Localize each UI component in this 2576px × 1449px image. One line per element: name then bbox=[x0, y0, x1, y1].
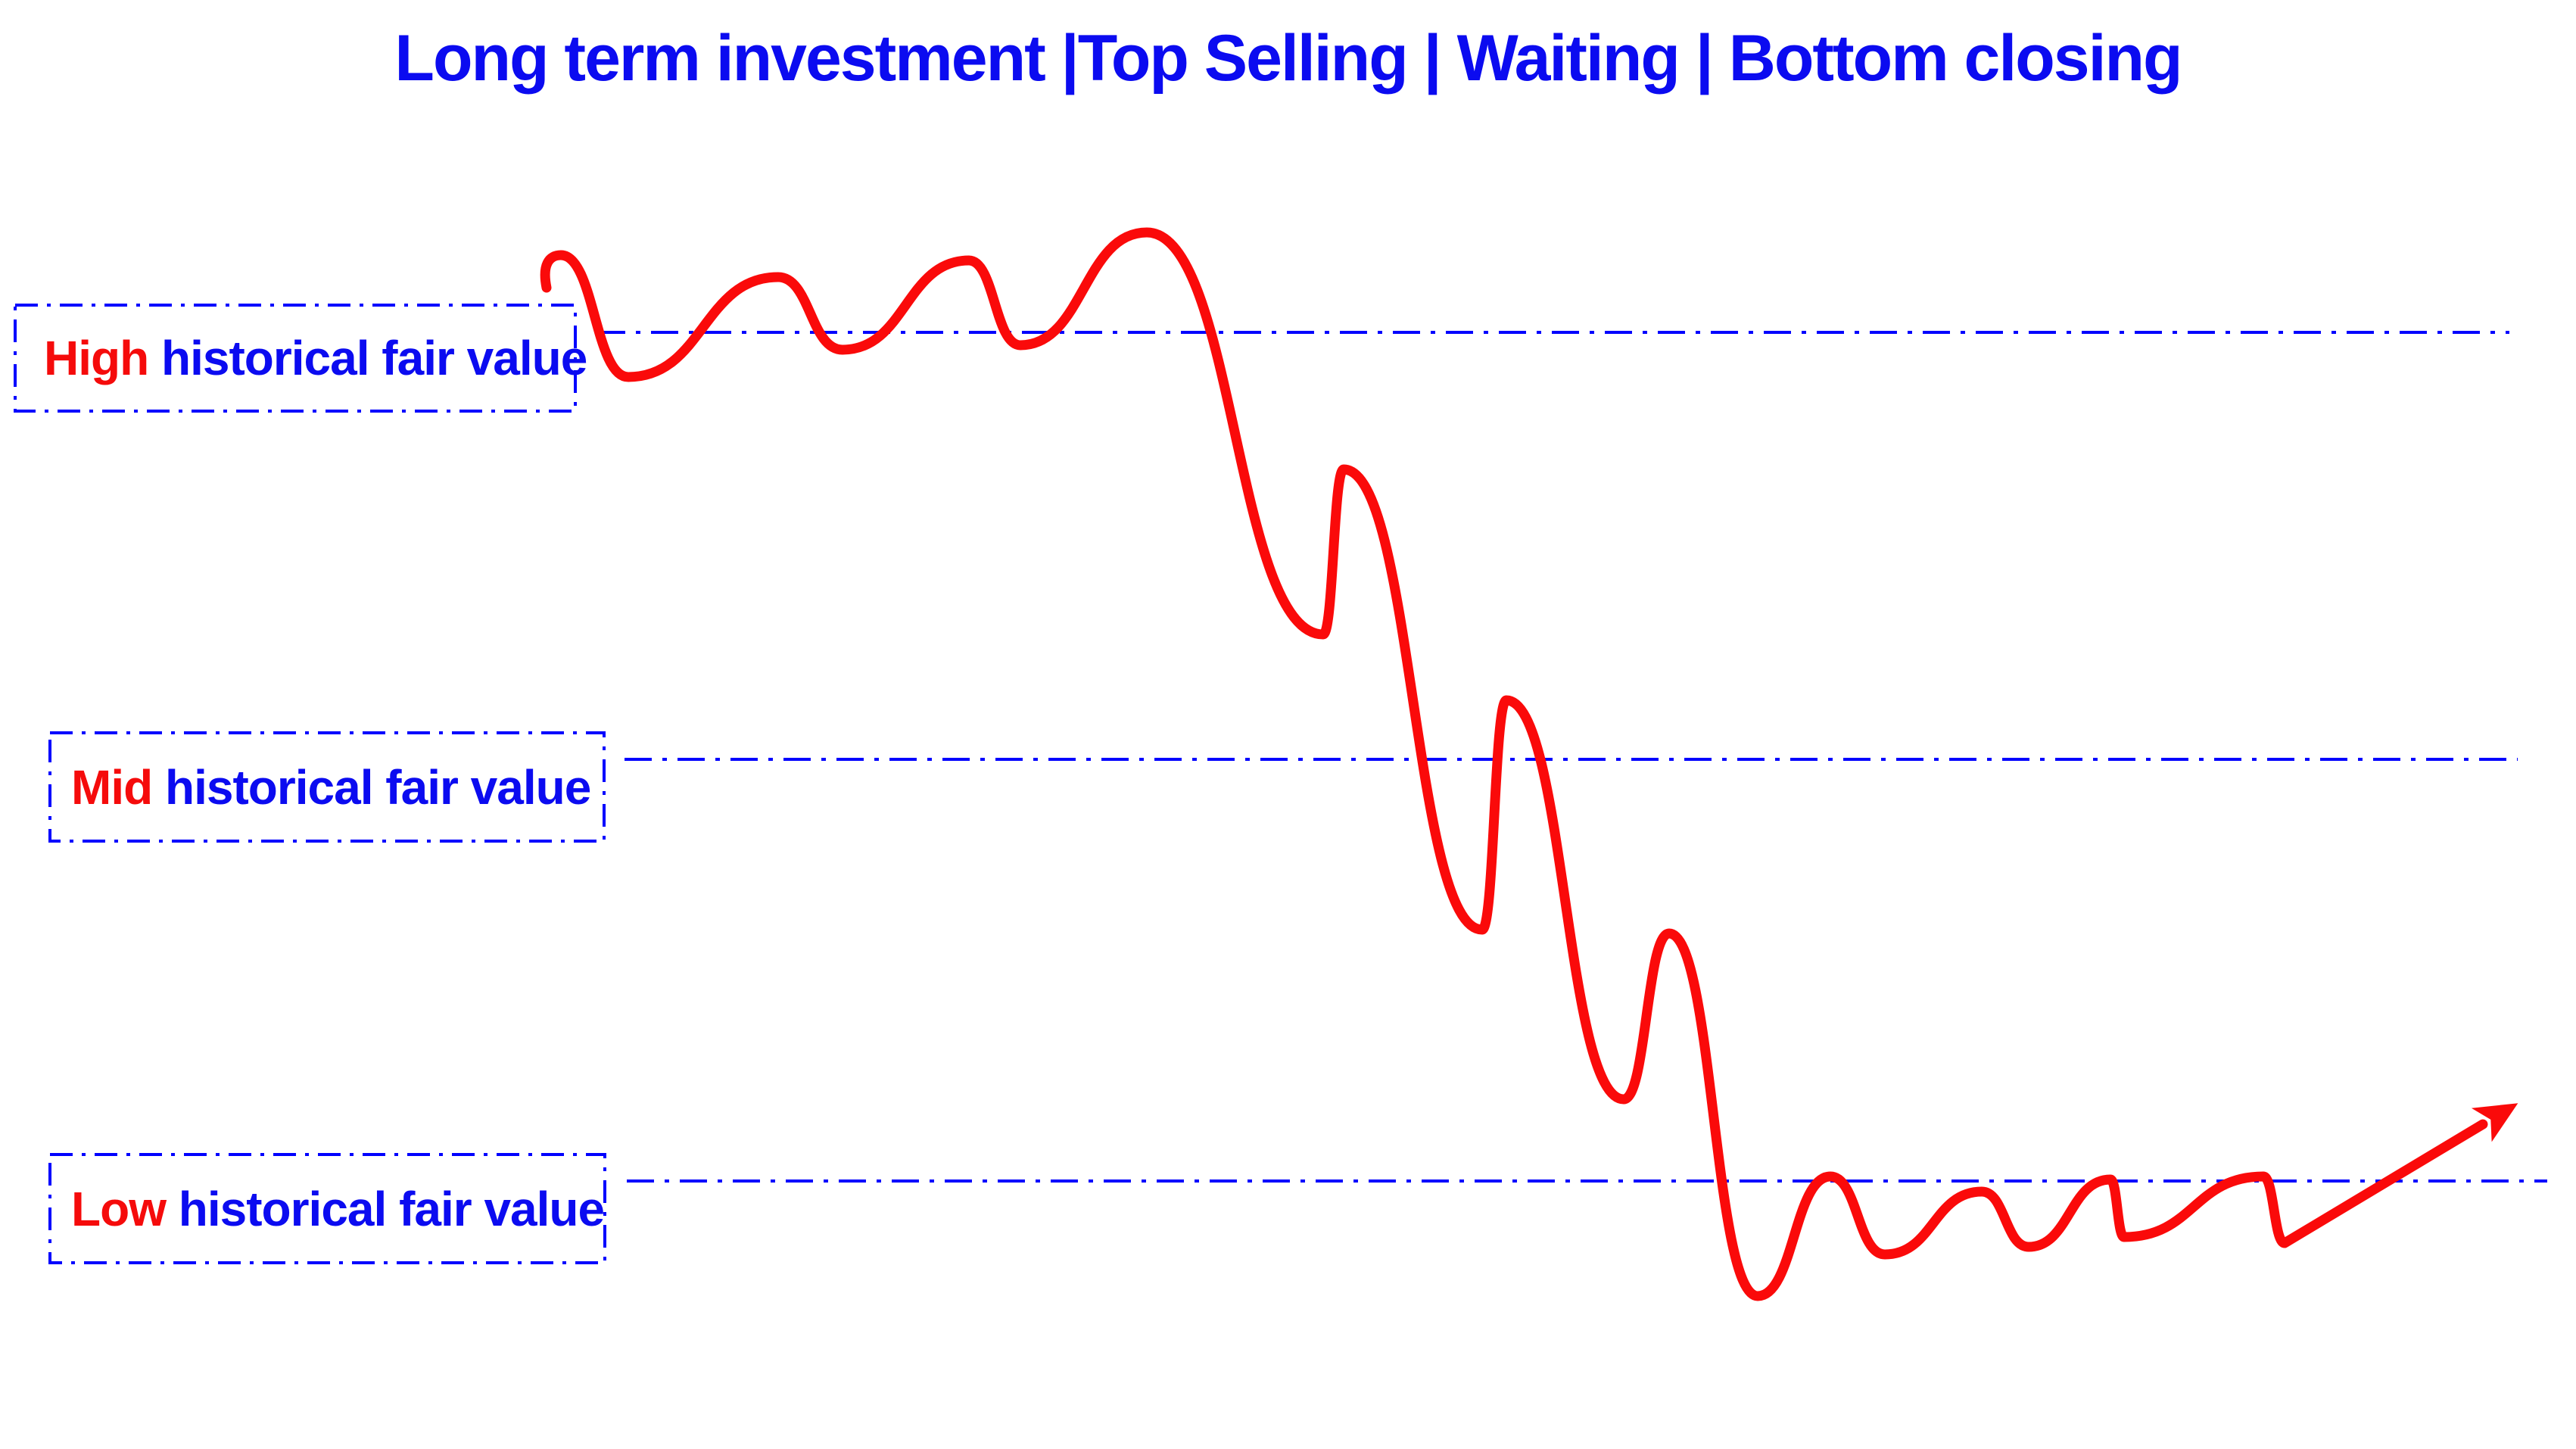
mid-fair-value-label: Mid historical fair value bbox=[50, 733, 625, 841]
low-label-prefix: Low bbox=[71, 1181, 167, 1236]
high-label-box-border bbox=[14, 304, 577, 413]
low-fair-value-label: Low historical fair value bbox=[50, 1155, 626, 1263]
low-label-box-border bbox=[48, 1153, 606, 1264]
mid-label-rest: historical fair value bbox=[152, 759, 591, 815]
page-title: Long term investment |Top Selling | Wait… bbox=[394, 22, 2182, 95]
high-label-rest: historical fair value bbox=[148, 331, 587, 385]
low-label-rest: historical fair value bbox=[165, 1181, 605, 1236]
price-curve bbox=[540, 227, 2518, 1301]
mid-label-prefix: Mid bbox=[71, 759, 153, 815]
high-fair-value-label: High historical fair value bbox=[15, 305, 604, 411]
mid-label-box-border bbox=[48, 731, 606, 843]
high-label-prefix: High bbox=[44, 331, 149, 385]
